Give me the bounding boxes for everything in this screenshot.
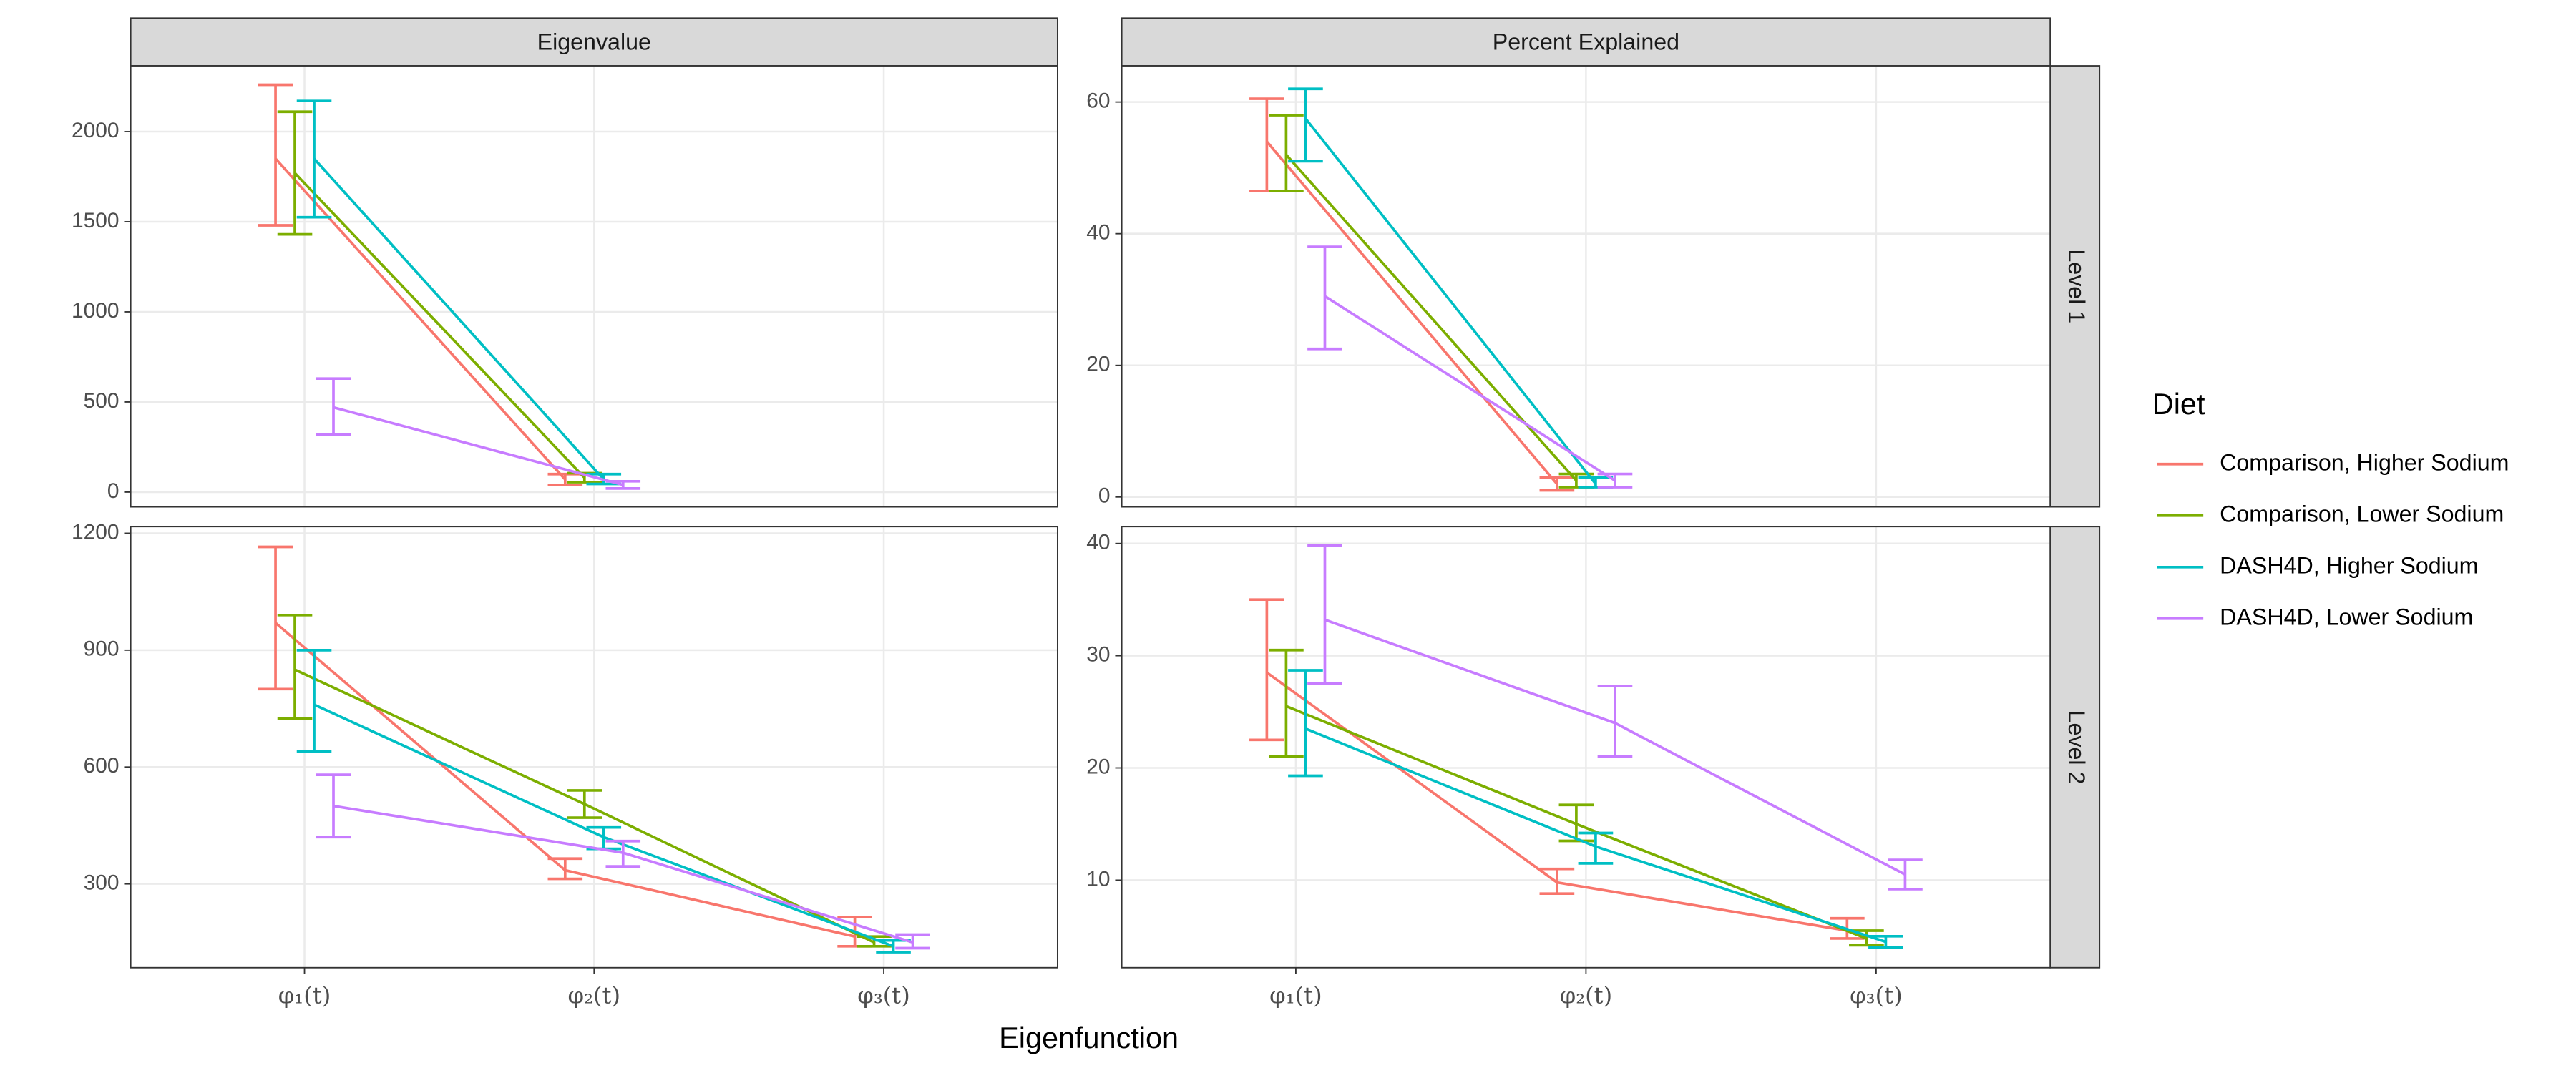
error-bar [1868,934,1903,949]
column-strip-label: Eigenvalue [537,29,651,54]
legend-label: DASH4D, Lower Sodium [2220,604,2473,629]
x-tick-label: φ₃(t) [857,982,910,1009]
panel-marks [1249,87,1633,492]
panel-marks [258,545,930,954]
x-tick-label: φ₂(t) [568,982,621,1009]
y-tick-label: 300 [84,871,119,895]
error-bar [1539,476,1575,492]
series-line [274,157,567,481]
error-bar [1249,598,1284,742]
error-bar [1888,858,1923,891]
error-bar [258,83,293,227]
y-tick-label: 600 [84,754,119,778]
panel-border [130,65,1058,508]
y-tick-label: 40 [1086,531,1110,554]
error-bar [316,773,351,839]
row-strip [2049,65,2101,508]
legend-label: DASH4D, Higher Sodium [2220,552,2478,578]
error-bar [895,933,930,950]
error-bar [1578,831,1614,865]
column-strip-label: Percent Explained [1493,29,1679,54]
y-tick-label: 500 [84,389,119,413]
error-bar [605,479,641,490]
error-bar [1269,648,1304,758]
error-bar [1539,867,1575,896]
panel-marks [258,83,641,490]
column-strip [130,17,1058,67]
y-tick-label: 30 [1086,643,1110,667]
column-strip [1121,17,2051,67]
error-bar [1288,87,1323,163]
y-tick-label: 0 [1098,484,1111,508]
y-tick-label: 10 [1086,867,1110,891]
error-bar [1307,544,1342,685]
error-bar [1558,803,1594,843]
error-bar [1288,669,1323,778]
legend-title: Diet [2152,388,2205,421]
error-bar [1269,114,1304,192]
error-bar [547,857,583,881]
error-bar [296,649,332,753]
panel-border [130,526,1058,969]
y-tick-label: 0 [107,479,119,503]
panel-marks [1249,544,1923,949]
y-tick-label: 1000 [72,299,119,323]
y-tick-label: 1500 [72,209,119,232]
y-tick-label: 60 [1086,89,1110,113]
panel-border [1121,65,2051,508]
y-tick-label: 1200 [72,520,119,544]
x-tick-label: φ₂(t) [1560,982,1613,1009]
error-bar [1307,245,1342,351]
x-tick-label: φ₁(t) [1269,982,1322,1009]
error-bar [1597,685,1633,758]
y-tick-label: 20 [1086,755,1110,778]
error-bar [277,110,313,236]
y-tick-label: 900 [84,637,119,661]
error-bar [277,613,313,720]
series-line [333,406,624,486]
y-tick-label: 40 [1086,221,1110,245]
series-line [1304,117,1597,485]
y-tick-label: 20 [1086,353,1110,376]
error-bar [258,545,293,691]
legend-label: Comparison, Higher Sodium [2220,449,2509,475]
x-axis-title: Eigenfunction [999,1021,1179,1054]
series-line [313,157,605,481]
panel-border [1121,526,2051,969]
series-line [1265,140,1558,485]
error-bar [296,99,332,219]
row-strip [2049,526,2101,969]
row-strip-label: Level 1 [2064,249,2089,323]
x-tick-label: φ₃(t) [1850,982,1903,1009]
y-tick-label: 2000 [72,119,119,142]
legend-label: Comparison, Lower Sodium [2220,501,2504,526]
error-bar [567,789,602,819]
series-line [293,172,586,479]
series-line [1324,295,1616,482]
row-strip-label: Level 2 [2064,710,2089,785]
error-bar [605,839,641,868]
error-bar [316,377,351,436]
error-bar [1597,472,1633,489]
x-tick-label: φ₁(t) [278,982,331,1009]
